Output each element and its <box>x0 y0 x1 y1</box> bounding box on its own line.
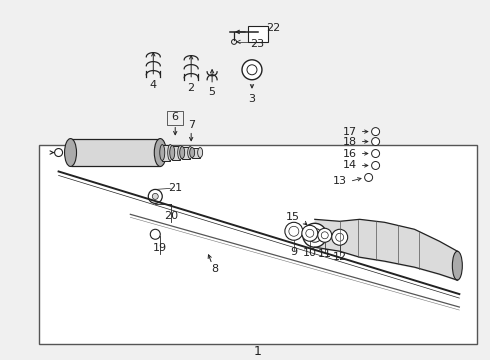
Text: 4: 4 <box>150 80 157 90</box>
Circle shape <box>247 65 257 75</box>
Ellipse shape <box>178 145 183 159</box>
Text: 3: 3 <box>248 94 255 104</box>
Ellipse shape <box>180 147 185 158</box>
Text: 15: 15 <box>286 212 300 222</box>
Text: 7: 7 <box>188 120 195 130</box>
Circle shape <box>303 223 327 247</box>
Circle shape <box>371 138 380 145</box>
Text: 23: 23 <box>250 39 264 49</box>
Circle shape <box>321 232 328 239</box>
Circle shape <box>306 229 314 237</box>
Circle shape <box>152 193 158 199</box>
Text: 18: 18 <box>343 136 357 147</box>
Ellipse shape <box>170 145 175 159</box>
Ellipse shape <box>452 251 463 280</box>
Text: 5: 5 <box>209 87 216 97</box>
Ellipse shape <box>154 139 166 166</box>
Bar <box>167 111 183 125</box>
Text: 2: 2 <box>188 83 195 93</box>
Ellipse shape <box>197 148 203 158</box>
Text: 14: 14 <box>343 161 357 171</box>
Circle shape <box>371 162 380 170</box>
Circle shape <box>289 226 299 236</box>
Text: 11: 11 <box>318 249 332 259</box>
Text: 12: 12 <box>333 252 347 262</box>
Bar <box>172 145 180 159</box>
Ellipse shape <box>160 145 165 161</box>
Text: 17: 17 <box>343 127 357 136</box>
Ellipse shape <box>188 147 193 158</box>
Text: 13: 13 <box>333 176 347 186</box>
Text: 20: 20 <box>164 211 178 221</box>
Ellipse shape <box>65 139 76 166</box>
Bar <box>182 147 190 158</box>
Circle shape <box>285 222 303 240</box>
Circle shape <box>308 228 322 242</box>
Text: 6: 6 <box>172 112 179 122</box>
Ellipse shape <box>190 148 195 158</box>
Circle shape <box>332 229 348 245</box>
Bar <box>248 26 268 42</box>
Circle shape <box>371 149 380 158</box>
Text: 22: 22 <box>266 23 280 33</box>
Bar <box>162 145 170 161</box>
Circle shape <box>371 127 380 136</box>
Text: 9: 9 <box>290 247 297 257</box>
Circle shape <box>336 233 343 241</box>
Circle shape <box>242 60 262 80</box>
Circle shape <box>150 229 160 239</box>
Bar <box>39 145 477 344</box>
Circle shape <box>318 228 332 242</box>
Ellipse shape <box>168 145 172 161</box>
Circle shape <box>365 174 372 181</box>
Text: 21: 21 <box>168 183 182 193</box>
Bar <box>71 139 160 166</box>
Circle shape <box>54 149 63 157</box>
Bar <box>192 148 200 158</box>
Text: 10: 10 <box>303 248 317 258</box>
Text: 16: 16 <box>343 149 357 158</box>
Circle shape <box>302 225 318 241</box>
Text: 19: 19 <box>153 243 167 253</box>
Text: 8: 8 <box>212 264 219 274</box>
Text: 1: 1 <box>254 345 262 359</box>
Circle shape <box>148 189 162 203</box>
